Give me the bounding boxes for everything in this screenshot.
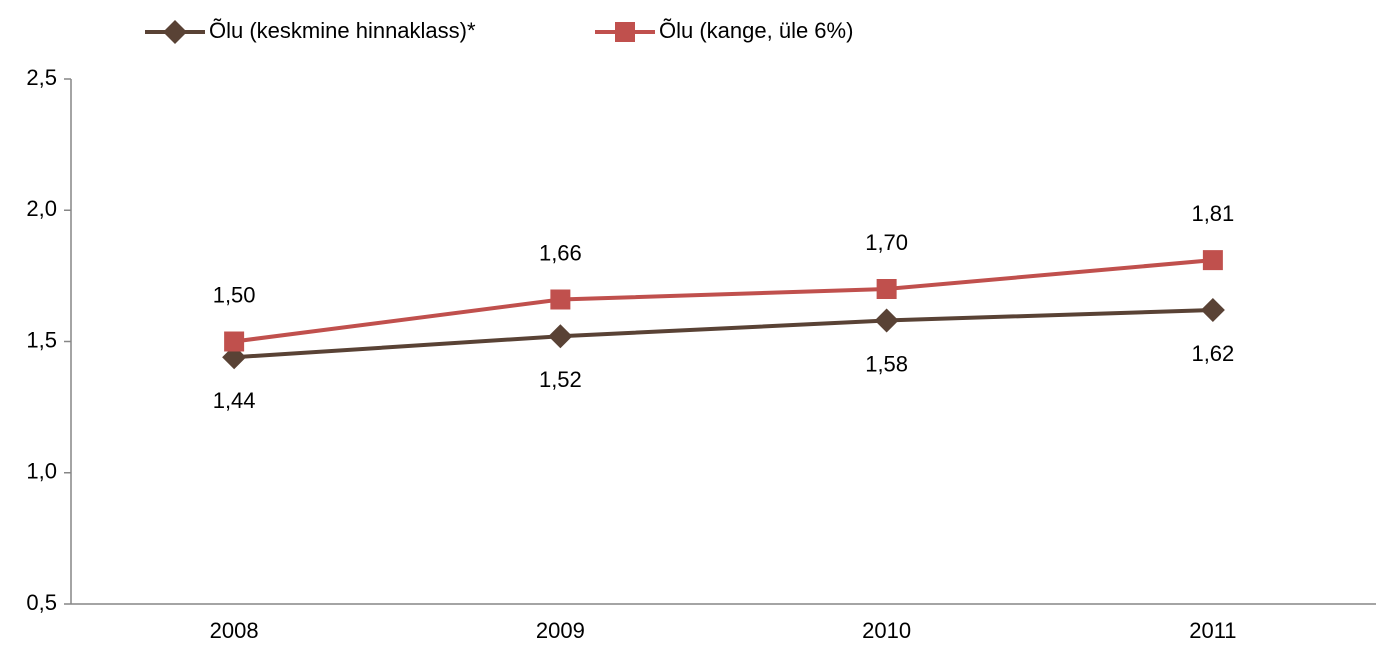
legend-label: Õlu (kange, üle 6%): [659, 18, 853, 43]
y-tick-label: 2,5: [26, 65, 57, 90]
point-marker: [550, 289, 571, 310]
data-label: 1,52: [539, 367, 582, 392]
y-tick-label: 1,0: [26, 459, 57, 484]
point-marker: [876, 279, 897, 299]
data-label: 1,44: [213, 388, 256, 413]
data-label: 1,81: [1191, 201, 1234, 226]
x-tick-label: 2008: [210, 618, 259, 643]
series-line: [233, 308, 1213, 360]
y-tick-label: 2,0: [26, 196, 57, 221]
x-tick-label: 2011: [1189, 618, 1236, 643]
y-tick-label: 0,5: [26, 590, 57, 615]
legend-label: Õlu (keskmine hinnaklass)*: [209, 18, 476, 43]
point-marker: [548, 324, 573, 349]
legend-marker: [615, 22, 635, 42]
data-label: 1,62: [1191, 341, 1234, 366]
point-marker: [1202, 250, 1223, 271]
legend-marker: [163, 20, 187, 44]
x-tick-label: 2010: [862, 618, 911, 643]
series-line: [233, 258, 1214, 344]
point-marker: [1200, 298, 1225, 322]
y-tick-label: 1,5: [26, 327, 57, 352]
x-tick-label: 2009: [536, 618, 585, 643]
point-marker: [224, 331, 245, 352]
data-label: 1,66: [539, 240, 582, 265]
data-label: 1,58: [865, 351, 908, 376]
data-label: 1,50: [213, 282, 256, 307]
point-marker: [874, 308, 899, 333]
data-label: 1,70: [865, 230, 908, 255]
